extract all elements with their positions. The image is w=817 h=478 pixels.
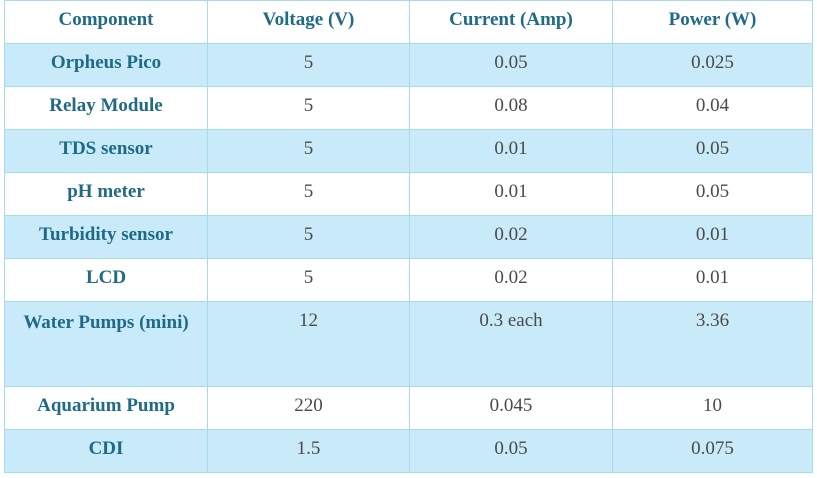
current-cell: 0.08	[409, 86, 613, 130]
table-row: Orpheus Pico 5 0.05 0.025	[4, 43, 813, 87]
power-consumption-table: Component Voltage (V) Current (Amp) Powe…	[4, 0, 813, 473]
component-cell: Orpheus Pico	[4, 43, 208, 87]
component-cell: Aquarium Pump	[4, 386, 208, 430]
component-cell: CDI	[4, 429, 208, 473]
table-row: LCD 5 0.02 0.01	[4, 258, 813, 302]
voltage-cell: 1.5	[207, 429, 410, 473]
power-cell: 0.05	[612, 172, 813, 216]
voltage-cell: 5	[207, 129, 410, 173]
component-cell: LCD	[4, 258, 208, 302]
power-cell: 0.025	[612, 43, 813, 87]
header-component: Component	[4, 0, 208, 44]
current-cell: 0.05	[409, 429, 613, 473]
table-row: pH meter 5 0.01 0.05	[4, 172, 813, 216]
table-header-row: Component Voltage (V) Current (Amp) Powe…	[4, 0, 813, 44]
header-power: Power (W)	[612, 0, 813, 44]
current-cell: 0.05	[409, 43, 613, 87]
table-row: CDI 1.5 0.05 0.075	[4, 429, 813, 473]
header-voltage: Voltage (V)	[207, 0, 410, 44]
current-cell: 0.02	[409, 258, 613, 302]
component-cell: Relay Module	[4, 86, 208, 130]
power-cell: 0.01	[612, 215, 813, 259]
voltage-cell: 5	[207, 43, 410, 87]
current-cell: 0.3 each	[409, 301, 613, 387]
component-cell: Water Pumps (mini)	[4, 301, 208, 387]
power-cell: 0.04	[612, 86, 813, 130]
component-cell: pH meter	[4, 172, 208, 216]
component-cell: Turbidity sensor	[4, 215, 208, 259]
voltage-cell: 5	[207, 258, 410, 302]
voltage-cell: 220	[207, 386, 410, 430]
voltage-cell: 5	[207, 215, 410, 259]
power-cell: 0.01	[612, 258, 813, 302]
table-row: TDS sensor 5 0.01 0.05	[4, 129, 813, 173]
power-cell: 3.36	[612, 301, 813, 387]
current-cell: 0.01	[409, 129, 613, 173]
table-row: Water Pumps (mini) 12 0.3 each 3.36	[4, 301, 813, 387]
component-cell: TDS sensor	[4, 129, 208, 173]
header-current: Current (Amp)	[409, 0, 613, 44]
power-cell: 0.05	[612, 129, 813, 173]
power-cell: 0.075	[612, 429, 813, 473]
voltage-cell: 5	[207, 172, 410, 216]
table-row: Turbidity sensor 5 0.02 0.01	[4, 215, 813, 259]
current-cell: 0.02	[409, 215, 613, 259]
table-row: Relay Module 5 0.08 0.04	[4, 86, 813, 130]
current-cell: 0.045	[409, 386, 613, 430]
voltage-cell: 12	[207, 301, 410, 387]
current-cell: 0.01	[409, 172, 613, 216]
power-cell: 10	[612, 386, 813, 430]
table-row: Aquarium Pump 220 0.045 10	[4, 386, 813, 430]
voltage-cell: 5	[207, 86, 410, 130]
